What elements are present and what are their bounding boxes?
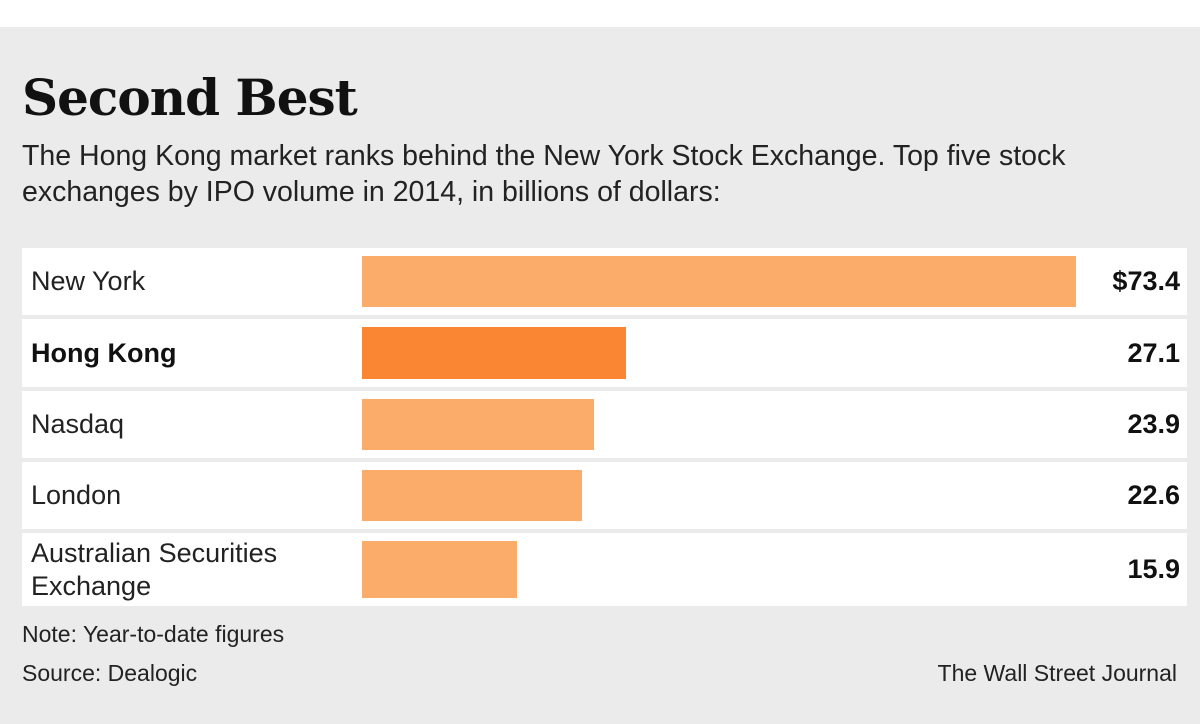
bar-value-label: 15.9: [1127, 554, 1180, 584]
bar-category-label: Hong Kong: [31, 337, 177, 368]
bar-value-label: 23.9: [1127, 409, 1180, 439]
bar-category-label: Australian Securities Exchange: [31, 537, 278, 601]
chart-note: Note: Year-to-date figures: [22, 621, 285, 647]
bar-row: Australian Securities Exchange 15.9: [22, 533, 1187, 606]
bar-category-label: New York: [31, 266, 146, 296]
chart-credit: The Wall Street Journal: [937, 660, 1177, 686]
bar-category-label: London: [31, 480, 122, 510]
bar-category-label: Nasdaq: [31, 409, 125, 439]
bar: [362, 541, 517, 598]
bar: [362, 327, 626, 379]
chart-source: Source: Dealogic: [22, 660, 198, 686]
bar-value-label: 27.1: [1127, 337, 1180, 368]
bar-row: New York $73.4: [22, 248, 1187, 315]
bar-row: Hong Kong 27.1: [22, 319, 1187, 387]
bar: [362, 470, 582, 521]
bar: [362, 399, 594, 450]
chart-title: Second Best: [22, 68, 358, 127]
bar-value-label: $73.4: [1112, 266, 1180, 296]
bar-row: Nasdaq 23.9: [22, 391, 1187, 458]
bar: [362, 256, 1076, 307]
chart-subtitle: The Hong Kong market ranks behind the Ne…: [22, 140, 1066, 208]
bar-row: London 22.6: [22, 462, 1187, 529]
bar-value-label: 22.6: [1127, 480, 1180, 510]
